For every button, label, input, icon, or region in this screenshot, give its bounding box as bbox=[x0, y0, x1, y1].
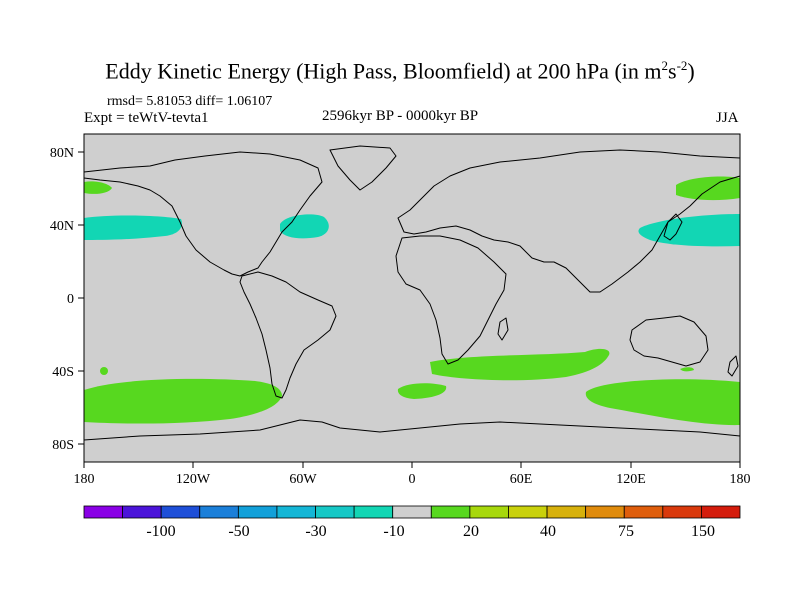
negative-region bbox=[84, 215, 182, 240]
colorbar-label: 150 bbox=[691, 523, 715, 540]
positive-region bbox=[84, 378, 282, 424]
lon-label: 60E bbox=[510, 472, 533, 487]
colorbar-box bbox=[83, 505, 123, 519]
positive-region bbox=[585, 379, 740, 426]
colorbar-box bbox=[160, 505, 201, 519]
lon-label: 120E bbox=[616, 472, 646, 487]
season-label: JJA bbox=[716, 110, 739, 126]
coastlines bbox=[83, 145, 741, 441]
greenland-coast bbox=[329, 145, 397, 191]
colorbar-box bbox=[199, 505, 239, 519]
colorbar-label: 20 bbox=[463, 523, 479, 540]
positive-region bbox=[397, 383, 447, 399]
lat-label: 0 bbox=[67, 292, 74, 307]
japan-coast bbox=[663, 213, 683, 241]
lon-label: 0 bbox=[409, 472, 416, 487]
positive-region bbox=[100, 367, 108, 375]
colorbar-box bbox=[122, 505, 162, 519]
colorbar bbox=[83, 505, 741, 519]
colorbar-box bbox=[546, 505, 587, 519]
colorbar-box bbox=[508, 505, 548, 519]
colorbar-box bbox=[237, 505, 278, 519]
lon-label: 180 bbox=[74, 472, 95, 487]
negative-region bbox=[280, 214, 329, 239]
colorbar-label: 40 bbox=[540, 523, 556, 540]
stats-text: rmsd= 5.81053 diff= 1.06107 bbox=[107, 94, 273, 109]
lat-label: 80S bbox=[52, 438, 74, 453]
new-zealand-coast bbox=[727, 355, 739, 377]
north-america-coast bbox=[83, 151, 323, 277]
negative-region bbox=[638, 214, 740, 247]
lat-label: 40S bbox=[52, 365, 74, 380]
lat-ticks bbox=[78, 151, 84, 445]
colorbar-box bbox=[392, 505, 432, 519]
colorbar-box bbox=[430, 505, 471, 519]
period-label: 2596kyr BP - 0000kyr BP bbox=[322, 108, 479, 124]
madagascar-coast bbox=[497, 317, 509, 341]
lon-labels: 180 120W 60W 0 60E 120E 180 bbox=[74, 472, 751, 487]
europe-asia-coast bbox=[397, 149, 741, 293]
colorbar-label: -30 bbox=[305, 523, 326, 540]
positive-anomaly-regions bbox=[84, 176, 740, 426]
positive-region bbox=[676, 176, 740, 201]
africa-coast bbox=[395, 235, 507, 365]
colorbar-box bbox=[276, 505, 316, 519]
colorbar-box bbox=[662, 505, 702, 519]
lon-ticks bbox=[83, 462, 741, 468]
antarctica-coast bbox=[83, 419, 741, 441]
colorbar-label: -10 bbox=[383, 523, 404, 540]
positive-region bbox=[430, 348, 610, 381]
colorbar-box bbox=[353, 505, 394, 519]
lat-label: 40N bbox=[50, 219, 74, 234]
experiment-label: Expt = teWtV-tevta1 bbox=[84, 110, 209, 126]
positive-region bbox=[680, 367, 694, 372]
positive-region bbox=[84, 181, 112, 194]
australia-coast bbox=[629, 315, 709, 367]
colorbar-box bbox=[469, 505, 509, 519]
colorbar-label: 75 bbox=[618, 523, 634, 540]
lon-label: 120W bbox=[176, 472, 211, 487]
south-america-coast bbox=[239, 271, 337, 399]
colorbar-box bbox=[623, 505, 664, 519]
lon-label: 180 bbox=[730, 472, 751, 487]
colorbar-label: -50 bbox=[228, 523, 249, 540]
negative-anomaly-regions bbox=[84, 214, 740, 247]
lon-label: 60W bbox=[289, 472, 317, 487]
lat-labels: 80N 40N 0 40S 80S bbox=[50, 146, 74, 453]
colorbar-box bbox=[701, 505, 741, 519]
colorbar-box bbox=[315, 505, 355, 519]
colorbar-box bbox=[585, 505, 625, 519]
colorbar-label: -100 bbox=[146, 523, 175, 540]
plot-title: Eddy Kinetic Energy (High Pass, Bloomfie… bbox=[105, 58, 695, 84]
colorbar-labels: -100 -50 -30 -10 20 40 75 150 bbox=[146, 523, 715, 540]
lat-label: 80N bbox=[50, 146, 74, 161]
